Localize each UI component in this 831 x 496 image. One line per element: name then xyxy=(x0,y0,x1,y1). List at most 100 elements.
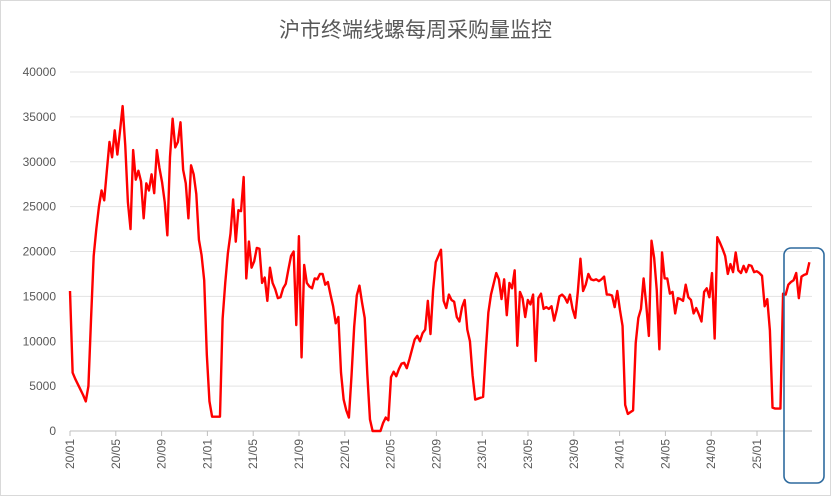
data-point xyxy=(319,273,321,275)
data-point xyxy=(235,241,237,243)
data-point xyxy=(511,287,513,289)
data-point xyxy=(629,411,631,413)
data-point xyxy=(606,294,608,296)
data-point xyxy=(537,297,539,299)
x-tick-label: 24/09 xyxy=(704,439,718,469)
data-point xyxy=(374,430,376,432)
data-point xyxy=(514,269,516,271)
data-point xyxy=(358,285,360,287)
data-point xyxy=(161,181,163,183)
data-point xyxy=(566,302,568,304)
data-point xyxy=(435,261,437,263)
data-point xyxy=(227,252,229,254)
data-point xyxy=(769,329,771,331)
data-point xyxy=(424,329,426,331)
data-point xyxy=(603,276,605,278)
data-point xyxy=(516,345,518,347)
data-point xyxy=(145,182,147,184)
data-point xyxy=(119,130,121,132)
data-point xyxy=(140,181,142,183)
data-point xyxy=(427,300,429,302)
data-point xyxy=(206,354,208,356)
data-point xyxy=(532,294,534,296)
data-point xyxy=(637,317,639,319)
data-point xyxy=(572,308,574,310)
data-point xyxy=(661,251,663,253)
data-point xyxy=(501,298,503,300)
data-point xyxy=(340,372,342,374)
data-point xyxy=(261,282,263,284)
y-tick-label: 30000 xyxy=(23,155,57,169)
data-point xyxy=(595,278,597,280)
data-point xyxy=(569,294,571,296)
x-tick-label: 24/01 xyxy=(613,439,627,469)
data-point xyxy=(619,309,621,311)
data-point xyxy=(745,271,747,273)
data-point xyxy=(345,409,347,411)
data-point xyxy=(216,416,218,418)
data-point xyxy=(777,408,779,410)
data-point xyxy=(682,300,684,302)
data-point xyxy=(369,418,371,420)
x-tick-label: 22/05 xyxy=(384,439,398,469)
data-point xyxy=(574,317,576,319)
data-point xyxy=(556,309,558,311)
data-point xyxy=(716,236,718,238)
y-tick-label: 5000 xyxy=(29,379,56,393)
x-tick-label: 20/01 xyxy=(63,439,77,469)
data-point xyxy=(116,154,118,156)
data-point xyxy=(237,209,239,211)
data-point xyxy=(664,277,666,279)
data-point xyxy=(182,169,184,171)
data-point xyxy=(411,348,413,350)
data-point xyxy=(685,284,687,286)
data-point xyxy=(230,233,232,235)
data-point xyxy=(635,342,637,344)
data-point xyxy=(564,296,566,298)
data-point xyxy=(190,164,192,166)
data-point xyxy=(706,287,708,289)
data-point xyxy=(772,407,774,409)
data-point xyxy=(172,118,174,120)
data-point xyxy=(735,251,737,253)
data-point xyxy=(156,149,158,151)
data-point xyxy=(535,360,537,362)
data-point xyxy=(264,277,266,279)
data-point xyxy=(690,299,692,301)
data-point xyxy=(379,430,381,432)
data-point xyxy=(729,263,731,265)
data-point xyxy=(185,182,187,184)
data-point xyxy=(774,408,776,410)
series-line xyxy=(68,104,811,433)
data-point xyxy=(135,179,137,181)
data-point xyxy=(711,272,713,274)
data-point xyxy=(280,296,282,298)
data-point xyxy=(482,396,484,398)
data-point xyxy=(282,287,284,289)
data-point xyxy=(406,367,408,369)
data-point xyxy=(327,281,329,283)
data-point xyxy=(553,320,555,322)
chart-title: 沪市终端线螺每周采购量监控 xyxy=(279,18,552,42)
data-point xyxy=(335,322,337,324)
data-point xyxy=(737,269,739,271)
data-point xyxy=(687,296,689,298)
data-point xyxy=(329,294,331,296)
data-point xyxy=(201,254,203,256)
data-point xyxy=(132,149,134,151)
data-point xyxy=(166,234,168,236)
data-point xyxy=(316,278,318,280)
data-point xyxy=(590,278,592,280)
data-point xyxy=(466,329,468,331)
data-point xyxy=(551,305,553,307)
data-point xyxy=(385,417,387,419)
data-point xyxy=(351,374,353,376)
data-point xyxy=(361,302,363,304)
data-point xyxy=(301,356,303,358)
data-point xyxy=(414,338,416,340)
data-point xyxy=(306,282,308,284)
data-point xyxy=(240,210,242,212)
x-tick-label: 23/05 xyxy=(521,439,535,469)
data-point xyxy=(461,306,463,308)
data-point xyxy=(453,301,455,303)
